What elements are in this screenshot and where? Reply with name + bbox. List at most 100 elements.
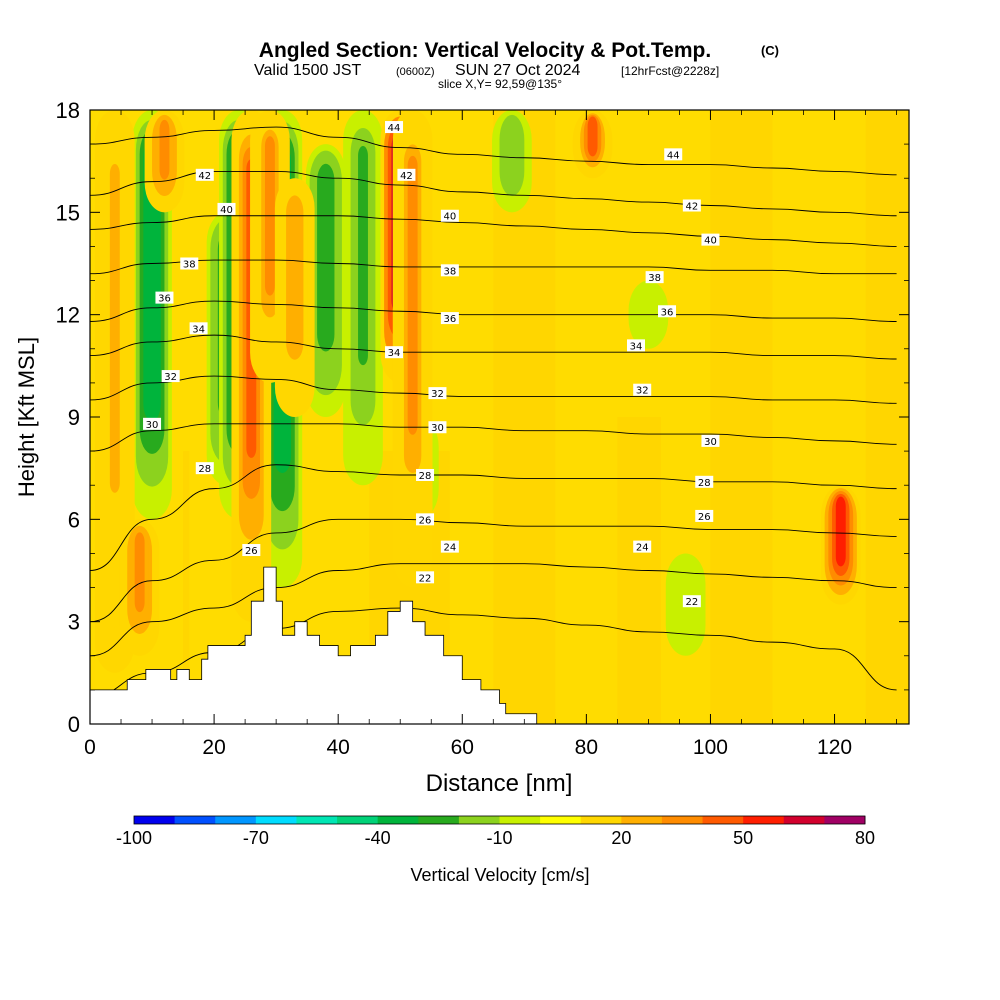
contour-label: 28 bbox=[195, 462, 214, 475]
colorbar-swatch bbox=[702, 816, 744, 824]
updraft-band bbox=[289, 201, 300, 341]
updraft-band bbox=[407, 155, 418, 435]
contour-label-text: 38 bbox=[443, 266, 456, 277]
contour-label-background bbox=[189, 322, 208, 335]
colorbar-swatch bbox=[134, 816, 176, 824]
contour-label-background bbox=[416, 571, 435, 584]
contour-label: 34 bbox=[189, 322, 208, 335]
terrain-profile bbox=[89, 566, 909, 725]
contour-label-background bbox=[633, 540, 652, 553]
contour-label: 42 bbox=[195, 168, 214, 182]
velocity-field bbox=[94, 110, 909, 724]
contour-label-background bbox=[416, 468, 435, 481]
contour-label-text: 44 bbox=[388, 123, 401, 134]
downdraft-band bbox=[643, 287, 654, 327]
contour-label: 42 bbox=[397, 168, 416, 182]
updraft-band bbox=[134, 532, 145, 613]
contour-label-text: 34 bbox=[388, 348, 401, 359]
theta-contour-44 bbox=[90, 126, 897, 176]
theta-contour-36 bbox=[90, 300, 897, 322]
colorbar-tick-label: 80 bbox=[855, 828, 875, 848]
contour-label: 24 bbox=[633, 540, 652, 554]
contour-label-background bbox=[682, 595, 701, 608]
contour-label: 26 bbox=[242, 544, 261, 557]
theta-contour-32 bbox=[90, 375, 897, 404]
downdraft-band bbox=[320, 170, 331, 330]
contour-label: 24 bbox=[440, 540, 459, 554]
downdraft-column-0 bbox=[132, 110, 172, 520]
contour-label-background bbox=[397, 168, 416, 181]
colorbar-swatch bbox=[824, 816, 866, 824]
contour-label-background bbox=[664, 148, 683, 161]
theta-contour-34 bbox=[90, 334, 897, 360]
colorbar-swatch bbox=[458, 816, 500, 824]
colorbar-swatch bbox=[783, 816, 825, 824]
colorbar-swatch bbox=[499, 816, 541, 824]
contour-label: 26 bbox=[416, 513, 435, 526]
updraft-column-7 bbox=[392, 110, 433, 588]
contour-label-text: 28 bbox=[419, 471, 432, 482]
contour-label: 36 bbox=[440, 312, 459, 325]
colorbar-frame bbox=[133, 815, 866, 825]
updraft-band bbox=[109, 164, 120, 493]
theta-contour-42 bbox=[90, 170, 897, 217]
contour-label-background bbox=[440, 540, 459, 553]
contour-label-text: 38 bbox=[648, 273, 661, 284]
theta-contour-28 bbox=[90, 464, 897, 571]
contour-label-background bbox=[440, 264, 459, 277]
contour-label-background bbox=[701, 233, 720, 246]
contour-label: 36 bbox=[155, 291, 174, 305]
colorbar-swatch bbox=[215, 816, 257, 824]
contour-label: 30 bbox=[143, 417, 162, 431]
contour-label-background bbox=[385, 121, 404, 134]
colorbar-tick-label: 50 bbox=[733, 828, 753, 848]
y-tick-label: 3 bbox=[68, 610, 80, 635]
contour-label: 30 bbox=[701, 434, 720, 448]
contour-label-background bbox=[682, 199, 701, 212]
contour-label-text: 24 bbox=[636, 543, 649, 554]
updraft-band bbox=[587, 116, 598, 157]
contour-label-background bbox=[217, 202, 236, 215]
contour-label: 22 bbox=[682, 595, 701, 608]
downdraft-band bbox=[506, 119, 517, 180]
contour-label: 42 bbox=[682, 199, 701, 213]
contour-label-text: 28 bbox=[698, 478, 711, 489]
contour-label: 38 bbox=[645, 271, 664, 284]
contour-label-background bbox=[695, 475, 714, 488]
contour-label-text: 26 bbox=[419, 515, 432, 526]
x-tick-label: 80 bbox=[575, 736, 598, 759]
y-tick-label: 0 bbox=[68, 712, 80, 737]
x-tick-label: 100 bbox=[693, 736, 728, 759]
contour-label-text: 28 bbox=[198, 464, 211, 475]
terrain bbox=[89, 566, 909, 725]
field-patch bbox=[710, 110, 773, 724]
contour-label-text: 42 bbox=[685, 202, 698, 213]
downdraft-band bbox=[358, 146, 368, 366]
colorbar: -100 -70 -40 -10 20 50 80 bbox=[116, 815, 875, 848]
copyright-mark: (C) bbox=[761, 43, 779, 58]
contour-label-text: 34 bbox=[192, 324, 205, 335]
y-tick-label: 9 bbox=[68, 405, 80, 430]
updraft-band bbox=[159, 119, 170, 180]
contour-label: 28 bbox=[695, 475, 714, 489]
y-tick-label: 18 bbox=[56, 98, 80, 123]
contour-label-text: 30 bbox=[704, 437, 717, 448]
contour-label-background bbox=[701, 434, 720, 447]
contour-label-text: 32 bbox=[636, 386, 649, 397]
y-axis-label: Height [Kft MSL] bbox=[14, 337, 39, 497]
colorbar-swatch bbox=[418, 816, 460, 824]
valid-prefix: Valid 1500 JST bbox=[254, 62, 362, 79]
colorbar-swatch bbox=[621, 816, 663, 824]
theta-contour-26 bbox=[90, 518, 897, 623]
contour-label: 40 bbox=[440, 209, 459, 223]
contour-label-background bbox=[242, 544, 261, 557]
colorbar-tick-label: -100 bbox=[116, 828, 152, 848]
contour-label: 30 bbox=[428, 421, 447, 434]
y-tick-label: 12 bbox=[56, 303, 80, 328]
colorbar-tick-label: -10 bbox=[486, 828, 512, 848]
contour-label: 32 bbox=[428, 387, 447, 400]
contour-label-background bbox=[416, 513, 435, 526]
contour-label: 36 bbox=[658, 305, 677, 318]
contour-label-text: 40 bbox=[704, 236, 717, 247]
